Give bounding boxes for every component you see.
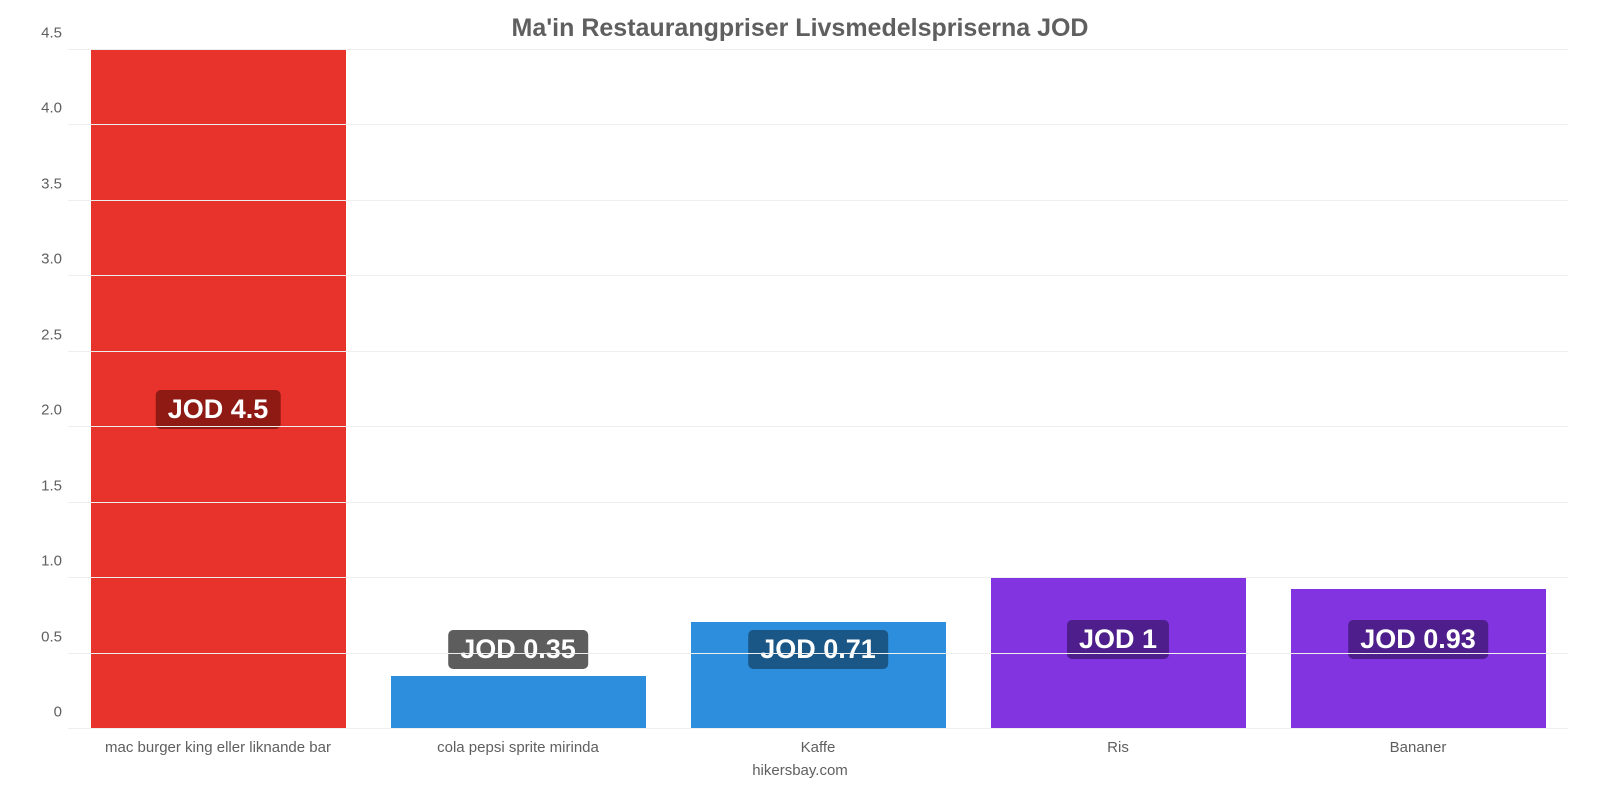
- grid-line: [68, 502, 1568, 503]
- y-tick-label: 4.0: [26, 100, 62, 117]
- y-tick-label: 0.5: [26, 628, 62, 645]
- bar-slot: JOD 0.93: [1268, 50, 1568, 729]
- bar-slot: JOD 0.71: [668, 50, 968, 729]
- y-tick-label: 3.0: [26, 251, 62, 268]
- bar-slot: JOD 0.35: [368, 50, 668, 729]
- grid-line: [68, 426, 1568, 427]
- bar-slot: JOD 4.5: [68, 50, 368, 729]
- chart-title: Ma'in Restaurangpriser Livsmedelsprisern…: [20, 14, 1580, 43]
- plot-area: JOD 4.5JOD 0.35JOD 0.71JOD 1JOD 0.93 00.…: [68, 49, 1568, 729]
- x-axis-labels: mac burger king eller liknande barcola p…: [68, 729, 1568, 756]
- y-tick-label: 1.5: [26, 477, 62, 494]
- x-tick-label: Bananer: [1268, 729, 1568, 756]
- price-chart: Ma'in Restaurangpriser Livsmedelsprisern…: [20, 10, 1580, 790]
- grid-line: [68, 124, 1568, 125]
- y-tick-label: 2.5: [26, 326, 62, 343]
- grid-line: [68, 49, 1568, 50]
- grid-line: [68, 200, 1568, 201]
- grid-line: [68, 728, 1568, 729]
- y-tick-label: 1.0: [26, 553, 62, 570]
- grid-line: [68, 577, 1568, 578]
- x-tick-label: Ris: [968, 729, 1268, 756]
- y-tick-label: 2.0: [26, 402, 62, 419]
- grid-line: [68, 653, 1568, 654]
- x-tick-label: Kaffe: [668, 729, 968, 756]
- y-tick-label: 4.5: [26, 25, 62, 42]
- bars-container: JOD 4.5 JOD 0.35 JOD 0.71 JOD 1JOD 0.93: [68, 50, 1568, 729]
- value-badge: JOD 4.5: [156, 390, 281, 429]
- y-tick-label: 3.5: [26, 175, 62, 192]
- grid-line: [68, 275, 1568, 276]
- y-tick-label: 0: [26, 704, 62, 721]
- value-badge: JOD 0.35: [448, 630, 588, 669]
- bar: [391, 676, 646, 729]
- bar-slot: JOD 1: [968, 50, 1268, 729]
- x-tick-label: cola pepsi sprite mirinda: [368, 729, 668, 756]
- value-badge: JOD 0.71: [748, 630, 888, 669]
- chart-footer: hikersbay.com: [20, 762, 1580, 779]
- x-tick-label: mac burger king eller liknande bar: [68, 729, 368, 756]
- grid-line: [68, 351, 1568, 352]
